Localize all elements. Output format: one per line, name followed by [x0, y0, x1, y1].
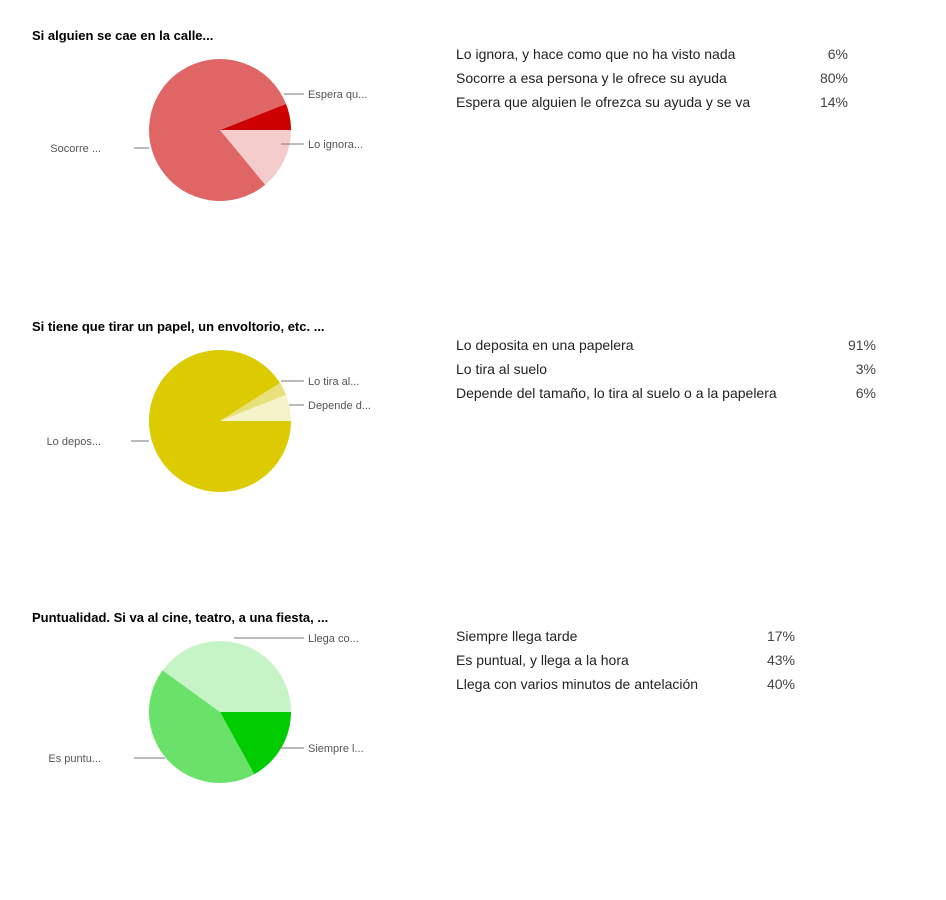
pie-slice-label: Siempre l...	[308, 743, 364, 755]
pie-slice-label: Es puntu...	[48, 753, 101, 765]
pie-chart: Siempre l... Es puntu... Llega co...	[48, 633, 364, 783]
pie-slice	[220, 394, 291, 421]
pie-slice	[149, 670, 255, 783]
pie-slice-label: Socorre ...	[50, 143, 101, 155]
summary-percent: 80%	[819, 70, 848, 86]
pie-slice	[220, 382, 287, 421]
summary-percent: 17%	[766, 628, 795, 644]
summary-percent: 43%	[766, 652, 795, 668]
pie-slice-label: Espera qu...	[308, 89, 367, 101]
pie-slice	[220, 103, 291, 130]
summary-percent: 91%	[847, 337, 876, 353]
pie-slice	[220, 130, 291, 185]
pie-chart: Lo ignora... Socorre ... Espera qu...	[50, 59, 367, 202]
summary-label: Depende del tamaño, lo tira al suelo o a…	[456, 385, 777, 401]
summary-label: Socorre a esa persona y le ofrece su ayu…	[456, 70, 727, 86]
pie-chart: Lo depos... Lo tira al... Depende d...	[47, 349, 371, 492]
pie-slice-label: Llega co...	[308, 633, 359, 645]
summary-percent: 40%	[766, 676, 795, 692]
chart-section-puntualidad: Puntualidad. Si va al cine, teatro, a un…	[0, 610, 946, 900]
chart-title: Puntualidad. Si va al cine, teatro, a un…	[32, 610, 329, 625]
pie-slice-label: Lo ignora...	[308, 139, 363, 151]
chart-section-tirar-papel: Si tiene que tirar un papel, un envoltor…	[0, 319, 946, 609]
summary-label: Lo ignora, y hace como que no ha visto n…	[456, 46, 736, 62]
summary-label: Es puntual, y llega a la hora	[456, 652, 629, 668]
summary-label: Lo tira al suelo	[456, 361, 548, 377]
summary-label: Lo deposita en una papelera	[456, 337, 634, 353]
pie-slice-label: Lo depos...	[47, 436, 101, 448]
pie-slice-label: Depende d...	[308, 400, 371, 412]
chart-title: Si alguien se cae en la calle...	[32, 28, 214, 43]
chart-title: Si tiene que tirar un papel, un envoltor…	[32, 319, 325, 334]
pie-slice	[148, 59, 287, 202]
pie-slice	[162, 641, 291, 712]
pie-slice	[149, 349, 291, 492]
summary-label: Llega con varios minutos de antelación	[456, 676, 699, 692]
summary-percent: 6%	[855, 385, 876, 401]
summary-label: Siempre llega tarde	[456, 628, 578, 644]
chart-section-cae-calle: Si alguien se cae en la calle... Lo igno…	[0, 28, 946, 318]
summary-percent: 3%	[855, 361, 876, 377]
summary-label: Espera que alguien le ofrezca su ayuda y…	[456, 94, 751, 110]
pie-slice	[220, 712, 291, 775]
pie-slice-label: Lo tira al...	[308, 376, 359, 388]
summary-percent: 6%	[827, 46, 848, 62]
summary-percent: 14%	[819, 94, 848, 110]
